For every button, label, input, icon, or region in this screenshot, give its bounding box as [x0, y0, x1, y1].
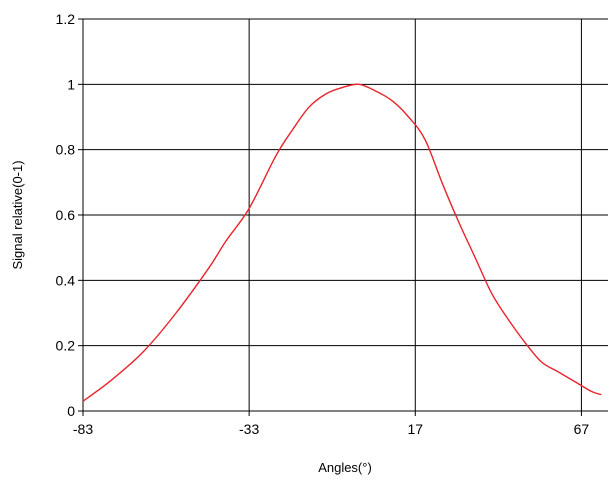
x-tick-label: 67 [574, 421, 590, 437]
x-axis-ticks: -83 -33 17 67 [73, 411, 590, 437]
y-tick-label: 1.2 [56, 11, 76, 27]
x-tick-label: 17 [407, 421, 423, 437]
y-tick-label: 0.2 [56, 338, 76, 354]
y-axis-title: Signal relative(0-1) [10, 160, 25, 269]
y-tick-label: 0.4 [56, 272, 76, 288]
x-axis-title: Angles(°) [318, 460, 372, 475]
y-tick-label: 1 [67, 76, 75, 92]
x-tick-label: -33 [239, 421, 259, 437]
series-line [82, 83, 602, 402]
y-axis-ticks: 0 0.2 0.4 0.6 0.8 1 1.2 [56, 11, 83, 419]
y-tick-label: 0.6 [56, 207, 76, 223]
grid [82, 18, 608, 412]
y-tick-label: 0 [67, 403, 75, 419]
y-tick-label: 0.8 [56, 142, 76, 158]
series-layer [82, 83, 602, 402]
x-tick-label: -83 [73, 421, 93, 437]
